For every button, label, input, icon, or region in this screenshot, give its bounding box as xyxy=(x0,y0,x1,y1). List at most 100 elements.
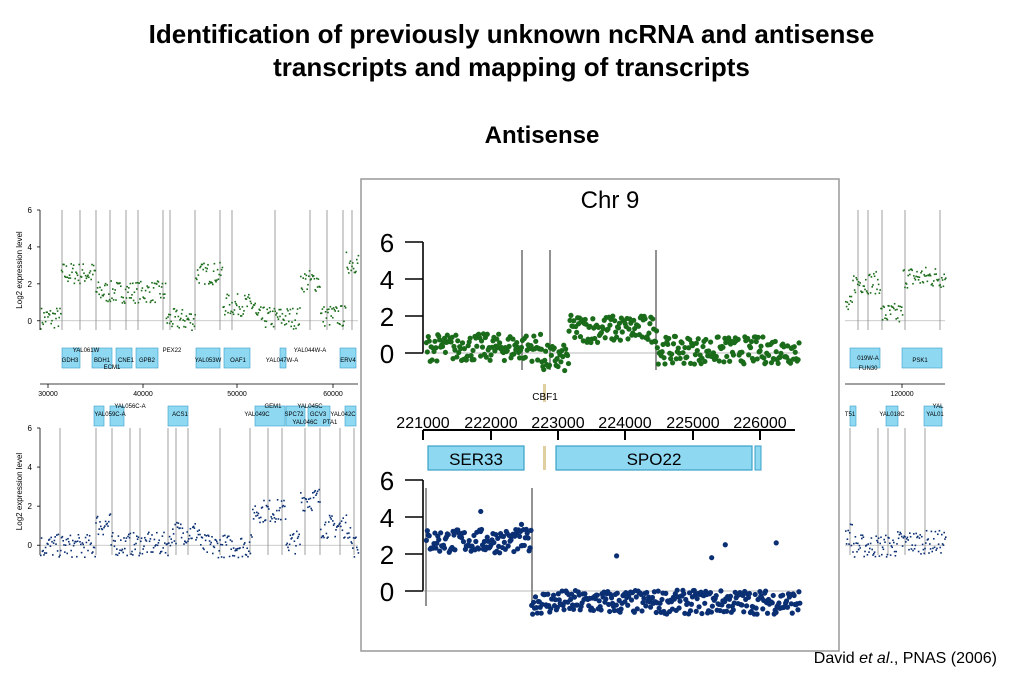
bg-top-left-panel-point xyxy=(169,313,172,316)
inset-antisense-point xyxy=(776,600,782,606)
bg-top-left-panel-point xyxy=(99,286,101,289)
bg-bottom-y-tick-label: 6 xyxy=(28,424,33,433)
bg-top-left-panel-point xyxy=(321,308,324,310)
inset-antisense-point xyxy=(437,548,443,554)
bg-bottom-right-panel-point xyxy=(861,537,863,540)
inset-antisense-point xyxy=(754,611,760,617)
bg-top-left-panel-point xyxy=(161,282,164,285)
bg-bottom-left-panel-point xyxy=(253,511,256,514)
bg-bottom-left-panel-point xyxy=(161,535,164,537)
bg-top-left-panel-point xyxy=(288,313,291,315)
bg-bottom-left-panel-point xyxy=(348,536,351,539)
bg-top-left-panel-point xyxy=(71,271,73,274)
bg-bottom-left-panel-point xyxy=(84,536,87,539)
bg-bottom-right-panel-point xyxy=(916,536,918,539)
bg-bottom-left-panel-point xyxy=(225,544,228,546)
bg-bottom-left-panel-point xyxy=(143,545,145,548)
inset-antisense-point xyxy=(702,600,708,606)
bg-top-right-panel-point xyxy=(929,274,932,277)
bg-bottom-left-panel-point xyxy=(322,535,324,537)
bg-top-left-panel-point xyxy=(292,328,295,330)
bg-top-left-panel-point xyxy=(159,293,161,295)
inset-sense-point xyxy=(694,348,700,354)
bg-gene-box-bottom xyxy=(167,405,189,427)
bg-bottom-left-panel-point xyxy=(313,491,316,493)
bg-bottom-left-panel-point xyxy=(90,542,92,544)
bg-gene-label-bottom: YAL xyxy=(933,404,945,410)
bg-bottom-left-panel-point xyxy=(109,513,112,515)
bg-bottom-right-panel-point xyxy=(873,551,876,553)
bg-gene-box-bottom xyxy=(344,405,357,427)
bg-bottom-left-panel-point xyxy=(292,533,295,535)
bg-top-left-panel-point xyxy=(107,300,109,303)
bg-bottom-left-panel-point xyxy=(284,518,287,520)
bg-bottom-left-panel-point xyxy=(241,555,244,558)
inset-sense-point xyxy=(691,361,698,367)
bg-gene-box-bottom xyxy=(254,405,286,427)
inset-antisense-point xyxy=(763,588,769,594)
bg-bottom-left-panel-point xyxy=(256,511,258,514)
bg-bottom-right-panel-point xyxy=(933,546,936,549)
inset-antisense-point xyxy=(590,607,597,614)
bg-bottom-left-panel-point xyxy=(64,551,66,553)
bg-bottom-left-panel-point xyxy=(105,523,108,526)
bg-x-tick-label: 50000 xyxy=(227,391,247,398)
bg-bottom-left-panel-point xyxy=(51,540,53,543)
inset-antisense-point xyxy=(530,599,537,605)
inset-sense-point xyxy=(471,357,477,363)
bg-top-right-panel-point xyxy=(873,275,876,278)
bg-bottom-left-panel-point xyxy=(136,538,139,541)
bg-top-left-panel-point xyxy=(274,310,276,313)
inset-antisense-point xyxy=(497,550,503,556)
bg-top-left-panel-point xyxy=(356,258,358,261)
inset-sense-point xyxy=(496,331,502,337)
bg-bottom-left-panel-point xyxy=(303,496,305,499)
inset-antisense-point xyxy=(757,589,763,595)
bg-bottom-left-panel-point xyxy=(323,536,325,539)
bg-bottom-right-panel-point xyxy=(851,523,853,526)
bg-bottom-left-panel-point xyxy=(195,539,197,541)
bg-top-left-panel-point xyxy=(145,301,148,303)
bg-bottom-left-panel-point xyxy=(311,509,313,512)
bg-top-right-panel-point xyxy=(878,292,881,294)
inset-sense-point xyxy=(722,335,728,341)
bg-bottom-left-panel-point xyxy=(205,534,208,537)
bg-bottom-right-panel-point xyxy=(881,553,883,556)
inset-sense-point xyxy=(727,358,733,364)
inset-cbf1-track-marker xyxy=(543,446,546,470)
bg-bottom-left-panel-point xyxy=(98,528,100,530)
inset-sense-point xyxy=(698,361,704,367)
bg-bottom-left-panel-point xyxy=(116,554,119,556)
inset-antisense-y-tick-label: 2 xyxy=(380,540,394,570)
inset-sense-point xyxy=(592,335,598,342)
bg-top-right-panel-point xyxy=(939,284,941,286)
bg-top-left-panel-point xyxy=(52,312,55,315)
bg-bottom-left-panel-point xyxy=(125,537,128,539)
bg-bottom-right-panel-point xyxy=(942,544,945,546)
bg-gene-label-bottom: GEM1 xyxy=(264,404,282,410)
inset-antisense-y-tick-label: 0 xyxy=(380,577,394,607)
bg-bottom-right-panel-point xyxy=(867,543,869,545)
bg-top-left-panel-point xyxy=(325,317,328,319)
bg-bottom-right-panel-point xyxy=(897,531,899,533)
bg-top-left-panel-point xyxy=(292,307,294,310)
inset-antisense-point xyxy=(598,607,604,613)
inset-antisense-point xyxy=(607,608,613,615)
bg-bottom-left-panel-point xyxy=(342,517,344,519)
bg-top-right-panel-point xyxy=(893,302,896,305)
bg-top-left-panel-point xyxy=(152,299,154,302)
inset-sense-point xyxy=(626,326,632,332)
bg-bottom-left-panel-point xyxy=(236,547,239,550)
inset-antisense-point xyxy=(569,602,576,608)
inset-antisense-point xyxy=(694,596,700,602)
bg-bottom-left-panel-point xyxy=(173,540,176,542)
inset-sense-point xyxy=(602,335,608,341)
bg-top-left-panel-point xyxy=(264,326,267,328)
bg-top-left-panel-point xyxy=(119,282,121,284)
bg-bottom-right-panel-point xyxy=(896,543,898,545)
bg-bottom-right-panel-point xyxy=(859,547,861,549)
bg-bottom-left-panel-point xyxy=(288,549,290,552)
bg-top-right-panel-point xyxy=(864,288,866,291)
bg-top-left-panel-point xyxy=(122,296,124,299)
inset-antisense-point xyxy=(631,609,637,615)
